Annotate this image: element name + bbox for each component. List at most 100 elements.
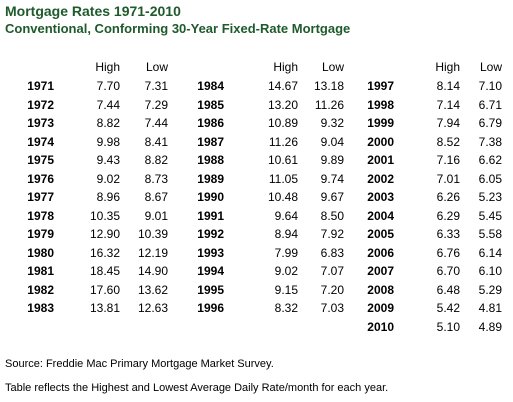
high-rate-cell: 6.48 bbox=[436, 283, 460, 297]
low-rate-cell: 12.63 bbox=[137, 301, 168, 315]
page-subtitle: Conventional, Conforming 30-Year Fixed-R… bbox=[5, 21, 351, 36]
high-rate-cell: 7.70 bbox=[96, 79, 120, 93]
year-cell: 1985 bbox=[197, 98, 224, 112]
low-rate-cell: 9.74 bbox=[320, 172, 344, 186]
high-rate-cell: 13.20 bbox=[267, 98, 298, 112]
high-rate-cell: 5.10 bbox=[436, 320, 460, 334]
high-rate-cell: 9.02 bbox=[274, 264, 298, 278]
year-cell: 2002 bbox=[367, 172, 394, 186]
high-rate-cell: 18.45 bbox=[89, 264, 120, 278]
high-rate-cell: 6.29 bbox=[436, 209, 460, 223]
low-rate-cell: 7.20 bbox=[320, 283, 344, 297]
low-rate-cell: 13.18 bbox=[313, 79, 344, 93]
low-rate-cell: 6.79 bbox=[478, 116, 502, 130]
high-rate-cell: 6.76 bbox=[436, 246, 460, 260]
low-rate-cell: 12.19 bbox=[137, 246, 168, 260]
year-cell: 1984 bbox=[197, 79, 224, 93]
low-rate-cell: 4.89 bbox=[478, 320, 502, 334]
high-rate-cell: 8.82 bbox=[96, 116, 120, 130]
header-high: High bbox=[273, 60, 298, 74]
year-cell: 1972 bbox=[27, 98, 54, 112]
high-rate-cell: 8.96 bbox=[96, 190, 120, 204]
high-rate-cell: 12.90 bbox=[89, 227, 120, 241]
low-rate-cell: 8.73 bbox=[144, 172, 168, 186]
high-rate-cell: 11.05 bbox=[268, 172, 298, 186]
year-cell: 1991 bbox=[197, 209, 224, 223]
year-cell: 2007 bbox=[367, 264, 394, 278]
low-rate-cell: 7.38 bbox=[478, 135, 502, 149]
high-rate-cell: 7.94 bbox=[436, 116, 460, 130]
low-rate-cell: 8.50 bbox=[320, 209, 344, 223]
year-cell: 1980 bbox=[27, 246, 54, 260]
year-cell: 2003 bbox=[367, 190, 394, 204]
high-rate-cell: 8.94 bbox=[274, 227, 298, 241]
low-rate-cell: 9.67 bbox=[320, 190, 344, 204]
high-rate-cell: 10.89 bbox=[267, 116, 298, 130]
year-cell: 1993 bbox=[197, 246, 224, 260]
low-rate-cell: 7.92 bbox=[320, 227, 344, 241]
high-rate-cell: 6.26 bbox=[436, 190, 460, 204]
high-rate-cell: 14.67 bbox=[267, 79, 298, 93]
high-rate-cell: 7.99 bbox=[274, 246, 298, 260]
high-rate-cell: 7.01 bbox=[436, 172, 460, 186]
low-rate-cell: 6.05 bbox=[478, 172, 502, 186]
low-rate-cell: 7.31 bbox=[144, 79, 168, 93]
year-cell: 1982 bbox=[27, 283, 54, 297]
header-low: Low bbox=[479, 60, 502, 74]
high-rate-cell: 10.48 bbox=[267, 190, 298, 204]
low-rate-cell: 13.62 bbox=[137, 283, 168, 297]
year-cell: 1997 bbox=[367, 79, 394, 93]
year-cell: 1981 bbox=[27, 264, 54, 278]
low-rate-cell: 9.89 bbox=[320, 153, 344, 167]
high-rate-cell: 9.02 bbox=[96, 172, 120, 186]
low-rate-cell: 7.03 bbox=[320, 301, 344, 315]
high-rate-cell: 17.60 bbox=[89, 283, 120, 297]
high-rate-cell: 8.52 bbox=[436, 135, 460, 149]
year-cell: 1994 bbox=[197, 264, 224, 278]
low-rate-cell: 9.32 bbox=[320, 116, 344, 130]
high-rate-cell: 16.32 bbox=[89, 246, 120, 260]
year-cell: 2008 bbox=[367, 283, 394, 297]
year-cell: 1999 bbox=[367, 116, 394, 130]
header-high: High bbox=[95, 60, 120, 74]
header-high: High bbox=[435, 60, 460, 74]
year-cell: 2000 bbox=[367, 135, 394, 149]
low-rate-cell: 7.44 bbox=[144, 116, 168, 130]
year-cell: 1976 bbox=[27, 172, 54, 186]
year-cell: 1998 bbox=[367, 98, 394, 112]
low-rate-cell: 6.71 bbox=[478, 98, 502, 112]
year-cell: 1987 bbox=[197, 135, 224, 149]
low-rate-cell: 6.10 bbox=[478, 264, 502, 278]
page-title: Mortgage Rates 1971-2010 bbox=[5, 3, 181, 19]
high-rate-cell: 7.44 bbox=[96, 98, 120, 112]
year-cell: 1974 bbox=[27, 135, 54, 149]
low-rate-cell: 10.39 bbox=[137, 227, 168, 241]
low-rate-cell: 7.07 bbox=[320, 264, 344, 278]
year-cell: 1978 bbox=[27, 209, 54, 223]
year-cell: 1973 bbox=[27, 116, 54, 130]
year-cell: 1983 bbox=[27, 301, 54, 315]
low-rate-cell: 5.23 bbox=[478, 190, 502, 204]
year-cell: 1989 bbox=[197, 172, 224, 186]
header-low: Low bbox=[321, 60, 344, 74]
year-cell: 1990 bbox=[197, 190, 224, 204]
header-low: Low bbox=[145, 60, 168, 74]
high-rate-cell: 9.15 bbox=[274, 283, 298, 297]
high-rate-cell: 7.14 bbox=[436, 98, 460, 112]
high-rate-cell: 6.33 bbox=[436, 227, 460, 241]
high-rate-cell: 9.43 bbox=[96, 153, 120, 167]
year-cell: 1992 bbox=[197, 227, 224, 241]
low-rate-cell: 5.58 bbox=[478, 227, 502, 241]
low-rate-cell: 8.82 bbox=[144, 153, 168, 167]
low-rate-cell: 7.29 bbox=[144, 98, 168, 112]
high-rate-cell: 7.16 bbox=[436, 153, 460, 167]
high-rate-cell: 8.32 bbox=[274, 301, 298, 315]
year-cell: 2005 bbox=[367, 227, 394, 241]
year-cell: 1979 bbox=[27, 227, 54, 241]
high-rate-cell: 11.26 bbox=[268, 135, 298, 149]
high-rate-cell: 9.98 bbox=[96, 135, 120, 149]
high-rate-cell: 10.61 bbox=[267, 153, 298, 167]
high-rate-cell: 13.81 bbox=[89, 301, 120, 315]
low-rate-cell: 14.90 bbox=[137, 264, 168, 278]
low-rate-cell: 6.62 bbox=[478, 153, 502, 167]
